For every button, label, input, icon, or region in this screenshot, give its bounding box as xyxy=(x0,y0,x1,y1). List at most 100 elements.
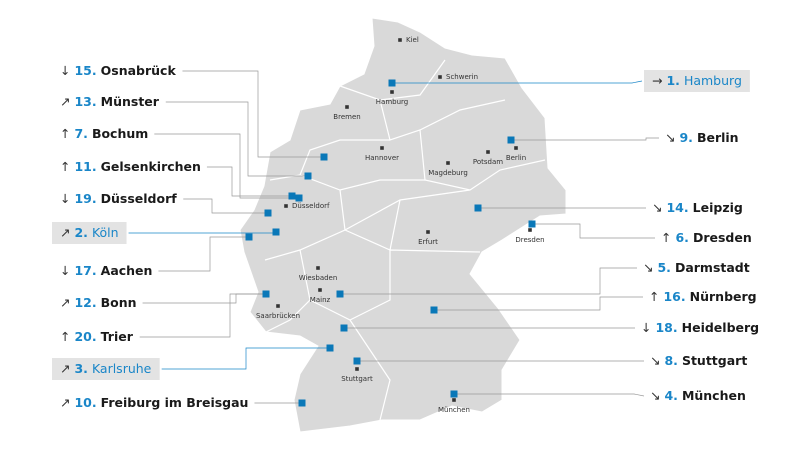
city-marker xyxy=(272,228,280,236)
city-name: Darmstadt xyxy=(675,260,750,275)
ranking-entry: ↗ 12. Bonn xyxy=(60,295,137,310)
city-dot xyxy=(486,150,490,154)
ranking-label: ↓ 19. Düsseldorf xyxy=(60,191,177,206)
ranking-entry: ↘ 14. Leipzig xyxy=(652,200,743,215)
city-label: Mainz xyxy=(310,296,331,304)
rank-number: 18. xyxy=(655,320,677,335)
ranking-entry: ↘ 9. Berlin xyxy=(665,130,739,145)
city-name: Osnabrück xyxy=(101,63,177,78)
city-label: Dresden xyxy=(515,236,544,244)
city-label: Erfurt xyxy=(418,238,438,246)
rank-number: 2. xyxy=(74,225,87,240)
city-marker xyxy=(295,194,303,202)
rank-number: 17. xyxy=(74,263,96,278)
ranking-label: ↘ 9. Berlin xyxy=(665,130,739,145)
rank-number: 15. xyxy=(74,63,96,78)
city-name: Stuttgart xyxy=(682,353,747,368)
ranking-entry: ↑ 6. Dresden xyxy=(661,230,752,245)
leader-line xyxy=(206,166,292,197)
city-dot xyxy=(318,288,322,292)
city-name: Düsseldorf xyxy=(101,191,178,206)
rank-number: 1. xyxy=(666,73,679,88)
rank-number: 10. xyxy=(74,395,96,410)
leader-line xyxy=(392,80,643,84)
trend-arrow: ↓ xyxy=(641,320,651,335)
ranking-entry: ↗ 2. Köln xyxy=(52,222,127,244)
rank-number: 14. xyxy=(666,200,688,215)
city-label: München xyxy=(438,406,470,414)
rank-number: 16. xyxy=(663,289,685,304)
rank-number: 4. xyxy=(664,388,677,403)
leader-line xyxy=(434,296,643,311)
city-label: Berlin xyxy=(506,154,526,162)
trend-arrow: ↑ xyxy=(661,230,671,245)
ranking-entry: ↘ 8. Stuttgart xyxy=(650,353,747,368)
city-marker xyxy=(507,136,515,144)
ranking-label: ↗ 10. Freiburg im Breisgau xyxy=(60,395,248,410)
city-dot xyxy=(452,398,456,402)
ranking-entry: ↓ 17. Aachen xyxy=(60,263,152,278)
city-dot xyxy=(390,90,394,94)
trend-arrow: ↘ xyxy=(665,130,675,145)
rank-number: 7. xyxy=(74,126,87,141)
city-label: Kiel xyxy=(406,36,419,44)
trend-arrow: ↗ xyxy=(60,295,70,310)
city-name: Münster xyxy=(101,94,160,109)
rank-number: 19. xyxy=(74,191,96,206)
city-label: Wiesbaden xyxy=(299,274,338,282)
city-dot xyxy=(380,146,384,150)
city-name: Bonn xyxy=(101,295,137,310)
leader-line xyxy=(340,267,637,295)
trend-arrow: ↘ xyxy=(650,388,660,403)
city-name: Trier xyxy=(101,329,134,344)
ranking-label: ↗ 3. Karlsruhe xyxy=(60,361,152,376)
highlight-box xyxy=(52,358,160,380)
city-dot xyxy=(426,230,430,234)
ranking-label: ↑ 6. Dresden xyxy=(661,230,752,245)
state-borders xyxy=(264,59,546,421)
ranking-label: ↘ 4. München xyxy=(650,388,746,403)
ranking-entry: ↗ 13. Münster xyxy=(60,94,160,109)
ranking-entry: → 1. Hamburg xyxy=(644,70,750,92)
ranking-entry: ↘ 4. München xyxy=(650,388,746,403)
trend-arrow: ↓ xyxy=(60,263,70,278)
ranking-label: ↓ 15. Osnabrück xyxy=(60,63,176,78)
city-dot xyxy=(355,367,359,371)
leader-line xyxy=(142,293,266,304)
city-dot xyxy=(528,228,532,232)
ranking-label: ↓ 17. Aachen xyxy=(60,263,152,278)
city-name: Hamburg xyxy=(684,73,742,88)
city-name: Freiburg im Breisgau xyxy=(101,395,249,410)
trend-arrow: ↗ xyxy=(60,225,70,240)
city-marker xyxy=(474,204,482,212)
ranking-label: ↑ 7. Bochum xyxy=(60,126,148,141)
ranking-entry: ↑ 20. Trier xyxy=(60,329,134,344)
city-marker xyxy=(528,220,536,228)
trend-arrow: ↑ xyxy=(60,329,70,344)
rank-number: 11. xyxy=(74,159,96,174)
trend-arrow: ↓ xyxy=(60,191,70,206)
city-dot xyxy=(398,38,402,42)
trend-arrow: ↑ xyxy=(60,126,70,141)
city-name: Aachen xyxy=(101,263,153,278)
city-marker xyxy=(450,390,458,398)
city-label: Schwerin xyxy=(446,73,478,81)
ranking-label: ↑ 20. Trier xyxy=(60,329,134,344)
city-marker xyxy=(340,324,348,332)
rank-number: 12. xyxy=(74,295,96,310)
city-dot xyxy=(284,204,288,208)
city-name: Berlin xyxy=(697,130,739,145)
city-marker xyxy=(336,290,344,298)
ranking-entry: ↘ 5. Darmstadt xyxy=(643,260,750,275)
trend-arrow: ↗ xyxy=(60,395,70,410)
leader-line xyxy=(182,70,324,158)
leader-line xyxy=(511,137,659,141)
city-label: Bremen xyxy=(333,113,360,121)
ranking-label: ↘ 14. Leipzig xyxy=(652,200,743,215)
city-name: Nürnberg xyxy=(690,289,757,304)
city-name: Köln xyxy=(92,225,119,240)
trend-arrow: ↗ xyxy=(60,94,70,109)
leader-line xyxy=(532,223,655,239)
ranking-label: ↓ 18. Heidelberg xyxy=(641,320,759,335)
city-dot xyxy=(446,161,450,165)
